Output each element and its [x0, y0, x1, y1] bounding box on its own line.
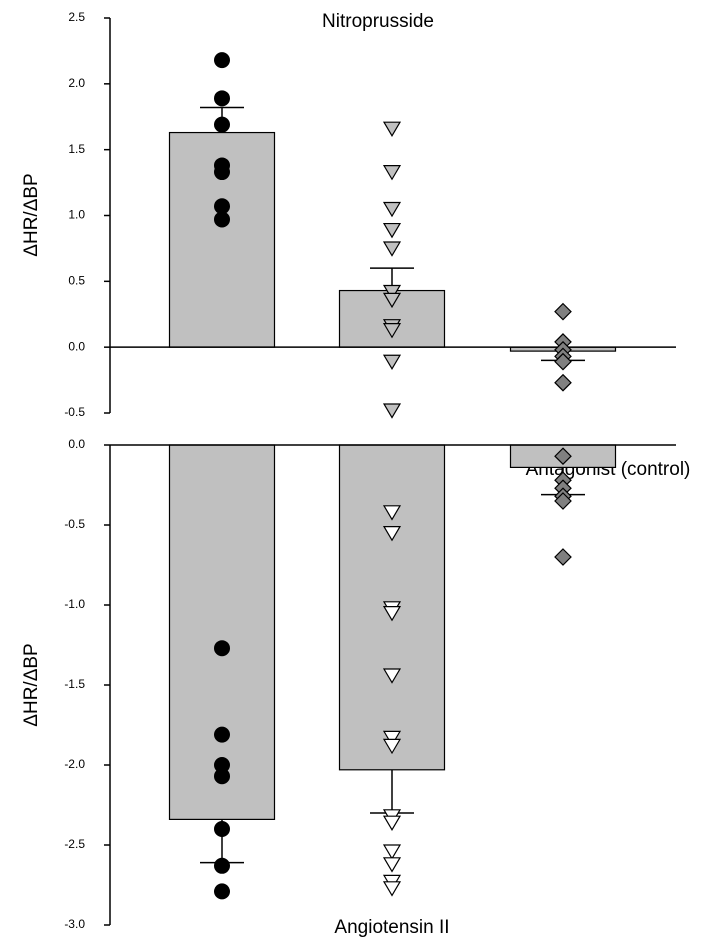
- y-tick-label: 1.5: [68, 142, 85, 156]
- y-tick-label: -1.0: [64, 597, 85, 611]
- y-tick-label: -3.0: [64, 917, 85, 931]
- data-point: [214, 726, 230, 743]
- data-point: [382, 241, 402, 257]
- data-point: [382, 284, 402, 301]
- data-point: [382, 201, 402, 218]
- data-point: [382, 526, 402, 542]
- data-point: [214, 857, 230, 874]
- y-tick-label: 2.0: [68, 76, 85, 90]
- y-axis-label: ΔHR/ΔBP: [21, 173, 42, 256]
- data-point: [382, 323, 402, 339]
- data-point: [554, 302, 572, 321]
- data-point: [214, 164, 230, 181]
- data-point: [214, 211, 230, 228]
- y-tick-label: 2.5: [68, 10, 85, 24]
- data-point: [382, 844, 402, 860]
- data-point: [214, 768, 230, 785]
- data-point: [382, 738, 402, 755]
- data-point: [214, 883, 230, 900]
- data-point: [554, 548, 572, 566]
- y-tick-label: -0.5: [64, 517, 85, 531]
- data-point: [382, 165, 402, 181]
- data-point: [214, 821, 230, 837]
- data-point: [554, 447, 572, 466]
- data-point: [382, 668, 402, 684]
- y-tick-label: 0.5: [68, 274, 85, 288]
- data-point: [382, 815, 402, 831]
- y-tick-label: -0.5: [64, 405, 85, 419]
- chart-title: Angiotensin II: [334, 917, 449, 938]
- data-point: [382, 121, 402, 137]
- y-tick-label: -2.5: [64, 837, 85, 851]
- data-point: [382, 606, 402, 622]
- data-point: [382, 857, 402, 873]
- data-point: [382, 403, 402, 419]
- y-tick-label: -2.0: [64, 757, 85, 771]
- y-axis-label: ΔHR/ΔBP: [21, 643, 42, 726]
- data-point: [554, 352, 572, 371]
- y-tick-label: 0.0: [68, 437, 85, 451]
- y-tick-label: -1.5: [64, 677, 85, 691]
- y-tick-label: 0.0: [68, 339, 85, 353]
- data-point: [382, 730, 402, 747]
- data-point: [214, 52, 230, 69]
- data-point: [214, 90, 230, 107]
- data-point: [382, 505, 402, 521]
- chart-title: Nitroprusside: [322, 11, 434, 32]
- data-point: [382, 354, 402, 371]
- data-point: [214, 640, 230, 657]
- data-point: [214, 116, 230, 133]
- data-point: [382, 222, 402, 239]
- data-point: [382, 292, 402, 309]
- data-point: [554, 492, 572, 510]
- data-point: [554, 373, 572, 392]
- data-point: [382, 881, 402, 897]
- error-bar: [370, 769, 414, 814]
- y-tick-label: 1.0: [68, 208, 85, 222]
